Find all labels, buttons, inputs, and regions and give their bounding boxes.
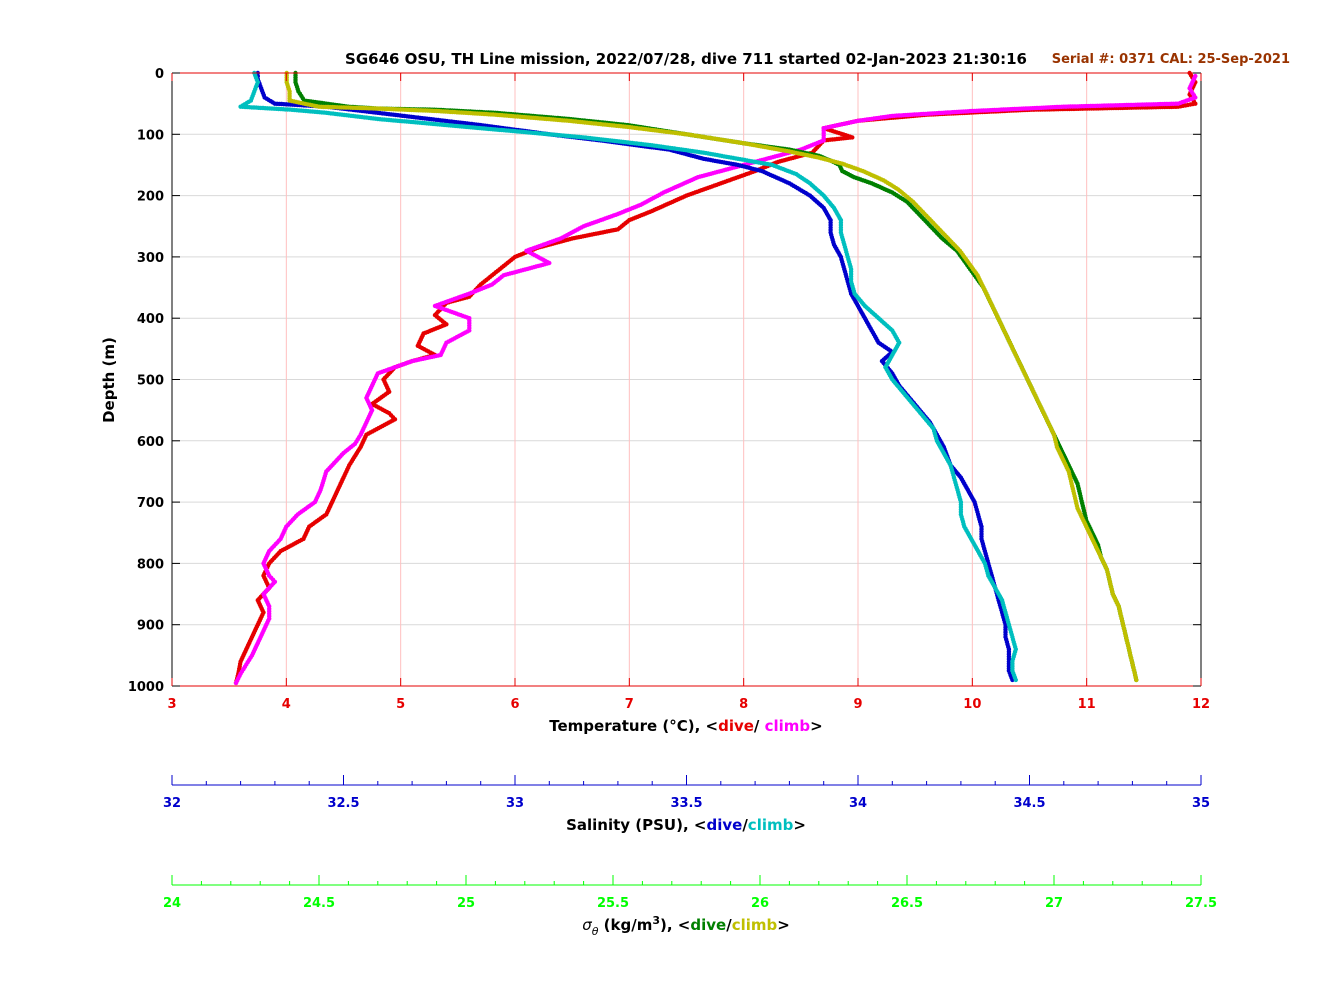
gaxis-tick-label: 25.5 <box>597 896 629 911</box>
saxis-tick-label: 35 <box>1192 796 1210 811</box>
temperature-title-sep: / <box>754 717 765 735</box>
gaxis-tick-label: 25 <box>457 896 475 911</box>
temperature-title-dive: dive <box>718 717 754 735</box>
serial-cal-label: Serial #: 0371 CAL: 25-Sep-2021 <box>1052 52 1290 67</box>
temperature-tick-label: 3 <box>167 697 176 712</box>
depth-tick-label: 500 <box>137 374 164 389</box>
temperature-axis: 3 4 5 6 7 8 9 10 11 12 <box>167 73 1210 712</box>
sigma-title-suffix: > <box>777 916 790 934</box>
salinity-title-sep: / <box>742 816 748 834</box>
depth-tick-label: 300 <box>137 251 164 266</box>
depth-axis: 0 100 200 300 400 500 600 700 800 900 1000 <box>128 67 1201 695</box>
series-sal_climb <box>238 70 1018 683</box>
sigma-title-units-post: ), < <box>660 916 690 934</box>
data-series <box>233 70 1198 686</box>
temperature-tick-label: 10 <box>963 697 981 712</box>
saxis-tick-label: 33.5 <box>670 796 702 811</box>
depth-tick-label: 200 <box>137 190 164 205</box>
sigma-title-sep: / <box>726 916 732 934</box>
gaxis-tick-label: 26.5 <box>891 896 923 911</box>
temperature-title-climb: climb <box>765 717 811 735</box>
data-point-sig_climb <box>1134 677 1139 683</box>
temperature-tick-label: 4 <box>282 697 291 712</box>
saxis-tick-label: 34 <box>849 796 867 811</box>
sigma-title-climb: climb <box>732 916 778 934</box>
depth-tick-label: 900 <box>137 619 164 634</box>
sigma-title-symbol: σ <box>582 916 592 934</box>
gaxis-tick-label: 26 <box>751 896 769 911</box>
gaxis-tick-label: 24 <box>163 896 181 911</box>
temperature-axis-title: Temperature (°C), <dive/ climb> <box>549 717 823 735</box>
temperature-title-suffix: > <box>810 717 823 735</box>
gaxis-tick-label: 27 <box>1045 896 1063 911</box>
saxis-tick-label: 34.5 <box>1013 796 1045 811</box>
temperature-title-prefix: Temperature (°C), < <box>549 717 718 735</box>
salinity-title-prefix: Salinity (PSU), < <box>566 816 706 834</box>
temperature-tick-label: 11 <box>1078 697 1096 712</box>
data-point-temp_climb <box>233 680 239 686</box>
data-point-sal_climb <box>1013 677 1018 683</box>
saxis-tick-label: 32.5 <box>327 796 359 811</box>
temperature-tick-label: 6 <box>510 697 519 712</box>
salinity-axis: 32 32.5 33 33.5 34 34.5 35 <box>163 775 1210 811</box>
sigma-title-units-sup: 3 <box>652 914 660 927</box>
chart-title: SG646 OSU, TH Line mission, 2022/07/28, … <box>345 50 1027 68</box>
salinity-title-climb: climb <box>748 816 794 834</box>
salinity-title-dive: dive <box>706 816 742 834</box>
sigma-title-theta: θ <box>592 925 599 938</box>
depth-tick-label: 600 <box>137 435 164 450</box>
temperature-tick-label: 8 <box>739 697 748 712</box>
sigma-title-units-pre: (kg/m <box>598 916 652 934</box>
gaxis-tick-label: 24.5 <box>303 896 335 911</box>
series-temp_climb <box>233 73 1198 686</box>
salinity-title-suffix: > <box>793 816 806 834</box>
sigma-axis-title: σθ (kg/m3), <dive/climb> <box>582 914 790 938</box>
series-sig_climb <box>284 70 1139 683</box>
gaxis-tick-label: 27.5 <box>1185 896 1217 911</box>
temperature-tick-label: 12 <box>1192 697 1210 712</box>
sigma-axis: 24 24.5 25 25.5 26 26.5 27 27.5 <box>163 875 1217 911</box>
temperature-tick-label: 7 <box>625 697 634 712</box>
saxis-tick-label: 32 <box>163 796 181 811</box>
temperature-tick-label: 5 <box>396 697 405 712</box>
saxis-tick-label: 33 <box>506 796 524 811</box>
depth-tick-label: 400 <box>137 312 164 327</box>
depth-tick-label: 1000 <box>128 680 164 695</box>
depth-tick-label: 800 <box>137 557 164 572</box>
y-axis-title: Depth (m) <box>100 337 118 423</box>
temperature-tick-label: 9 <box>853 697 862 712</box>
sigma-title-dive: dive <box>690 916 726 934</box>
depth-tick-label: 100 <box>137 128 164 143</box>
salinity-axis-title: Salinity (PSU), <dive/climb> <box>566 816 806 834</box>
depth-tick-label: 700 <box>137 496 164 511</box>
depth-tick-label: 0 <box>155 67 164 82</box>
